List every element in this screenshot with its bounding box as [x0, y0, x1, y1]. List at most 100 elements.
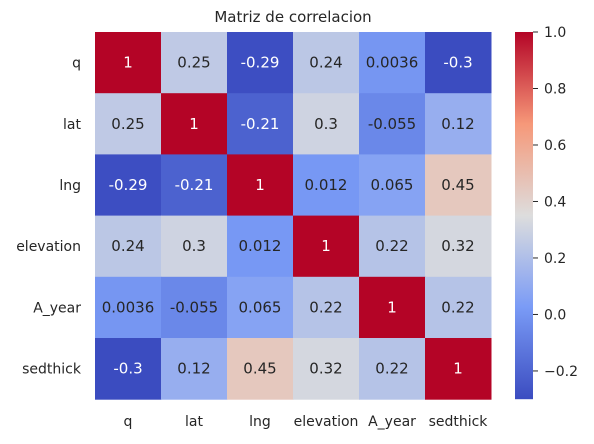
- heatmap-cell: [293, 215, 360, 278]
- heatmap-cell: [425, 338, 492, 400]
- heatmap-cell: [227, 276, 294, 339]
- cell-annotation: -0.29: [241, 54, 280, 72]
- y-tick-label: A_year: [33, 300, 81, 316]
- heatmap-cell: [359, 215, 426, 278]
- heatmap-cell: [161, 93, 228, 155]
- cell-annotation: 0.25: [177, 54, 210, 72]
- heatmap-cell: [293, 154, 360, 217]
- heatmap-cell: [293, 93, 360, 155]
- cell-annotation: 0.012: [239, 237, 282, 255]
- y-tick-labels: q lat lng elevation A_year sedthick: [16, 56, 82, 378]
- heatmap-cell: [359, 93, 426, 155]
- cell-annotation: 0.0036: [102, 298, 155, 316]
- heatmap-cell: [425, 215, 492, 278]
- cell-annotation: 0.32: [309, 360, 342, 378]
- colorbar-tick-label: 0.6: [544, 138, 566, 154]
- x-tick-label: elevation: [294, 414, 359, 430]
- heatmap-cells: [95, 32, 492, 400]
- heatmap-cell: [227, 215, 294, 278]
- cell-annotation: 0.32: [441, 237, 474, 255]
- x-tick-labels: q lat lng elevation A_year sedthick: [124, 414, 489, 430]
- heatmap-cell: [227, 338, 294, 400]
- x-tick-label: sedthick: [429, 414, 489, 430]
- heatmap-cell: [293, 338, 360, 400]
- colorbar: 1.0 0.8 0.6 0.4 0.2 0.0 −0.2: [515, 25, 578, 400]
- colorbar-tick-label: 0.2: [544, 251, 566, 267]
- y-tick-label: q: [72, 56, 81, 72]
- heatmap-cell: [161, 276, 228, 339]
- heatmap-cell: [161, 215, 228, 278]
- cell-annotation: 1: [255, 176, 265, 194]
- cell-annotation: 0.45: [243, 360, 276, 378]
- y-tick-label: lat: [63, 117, 81, 133]
- colorbar-gradient: [515, 32, 533, 400]
- heatmap-cell: [227, 93, 294, 155]
- y-tick-label: elevation: [16, 239, 81, 255]
- cell-annotation: 0.24: [111, 237, 144, 255]
- cell-annotation: -0.055: [368, 115, 416, 133]
- cell-annotation: 0.25: [111, 115, 144, 133]
- heatmap-cell: [293, 276, 360, 339]
- y-tick-label: lng: [59, 178, 81, 194]
- heatmap-cell: [95, 215, 162, 278]
- cell-annotation: 0.22: [375, 360, 408, 378]
- colorbar-tick-label: 0.0: [544, 307, 566, 323]
- heatmap-cell: [227, 32, 294, 94]
- cell-annotation: 1: [321, 237, 331, 255]
- heatmap-cell: [95, 338, 162, 400]
- heatmap-cell: [227, 154, 294, 217]
- cell-annotation: 1: [453, 360, 463, 378]
- cell-annotation: 0.22: [441, 298, 474, 316]
- cell-annotation: 1: [189, 115, 199, 133]
- heatmap-cell: [95, 32, 162, 94]
- cell-annotation: 0.0036: [366, 54, 419, 72]
- y-tick-label: sedthick: [22, 362, 82, 378]
- heatmap-cell: [161, 154, 228, 217]
- colorbar-tick-label: 1.0: [544, 25, 566, 41]
- colorbar-tick-label: 0.8: [544, 81, 566, 97]
- heatmap-cell: [359, 276, 426, 339]
- colorbar-tick-label: −0.2: [544, 364, 578, 380]
- cell-annotation: 0.12: [177, 360, 210, 378]
- heatmap-cell: [161, 338, 228, 400]
- cell-annotation: 0.065: [239, 298, 282, 316]
- heatmap-cell: [359, 338, 426, 400]
- heatmap-cell: [425, 32, 492, 94]
- cell-annotation: 0.3: [314, 115, 338, 133]
- heatmap-cell: [95, 93, 162, 155]
- cell-annotation: 0.012: [305, 176, 348, 194]
- cell-annotation: 0.22: [309, 298, 342, 316]
- cell-annotation: 1: [123, 54, 133, 72]
- colorbar-tick-label: 0.4: [544, 194, 566, 210]
- heatmap-cell: [359, 32, 426, 94]
- heatmap-cell: [425, 154, 492, 217]
- heatmap-cell: [425, 276, 492, 339]
- cell-annotation: -0.21: [241, 115, 280, 133]
- cell-annotation: 1: [387, 298, 397, 316]
- cell-annotation: 0.22: [375, 237, 408, 255]
- heatmap-cell: [161, 32, 228, 94]
- x-tick-label: A_year: [368, 414, 416, 430]
- cell-annotation: 0.45: [441, 176, 474, 194]
- x-tick-label: q: [124, 414, 133, 430]
- cell-annotation: 0.12: [441, 115, 474, 133]
- cell-annotation: -0.3: [443, 54, 472, 72]
- cell-annotation: 0.24: [309, 54, 342, 72]
- cell-annotation: 0.3: [182, 237, 206, 255]
- x-tick-label: lng: [249, 414, 271, 430]
- cell-annotation: -0.055: [170, 298, 218, 316]
- heatmap-cell: [293, 32, 360, 94]
- heatmap-cell: [359, 154, 426, 217]
- chart-title: Matriz de correlacion: [214, 8, 371, 26]
- heatmap-cell: [95, 276, 162, 339]
- heatmap-cell: [425, 93, 492, 155]
- cell-annotation: 0.065: [371, 176, 414, 194]
- cell-annotation: -0.29: [109, 176, 148, 194]
- heatmap-cell: [95, 154, 162, 217]
- cell-annotation: -0.21: [175, 176, 214, 194]
- cell-annotation: -0.3: [113, 360, 142, 378]
- heatmap-annotations: 1 0.25 -0.29 0.24 0.0036 -0.3 0.25 1 -0.21 0.3 -0.…: [102, 54, 475, 378]
- x-tick-label: lat: [185, 414, 203, 430]
